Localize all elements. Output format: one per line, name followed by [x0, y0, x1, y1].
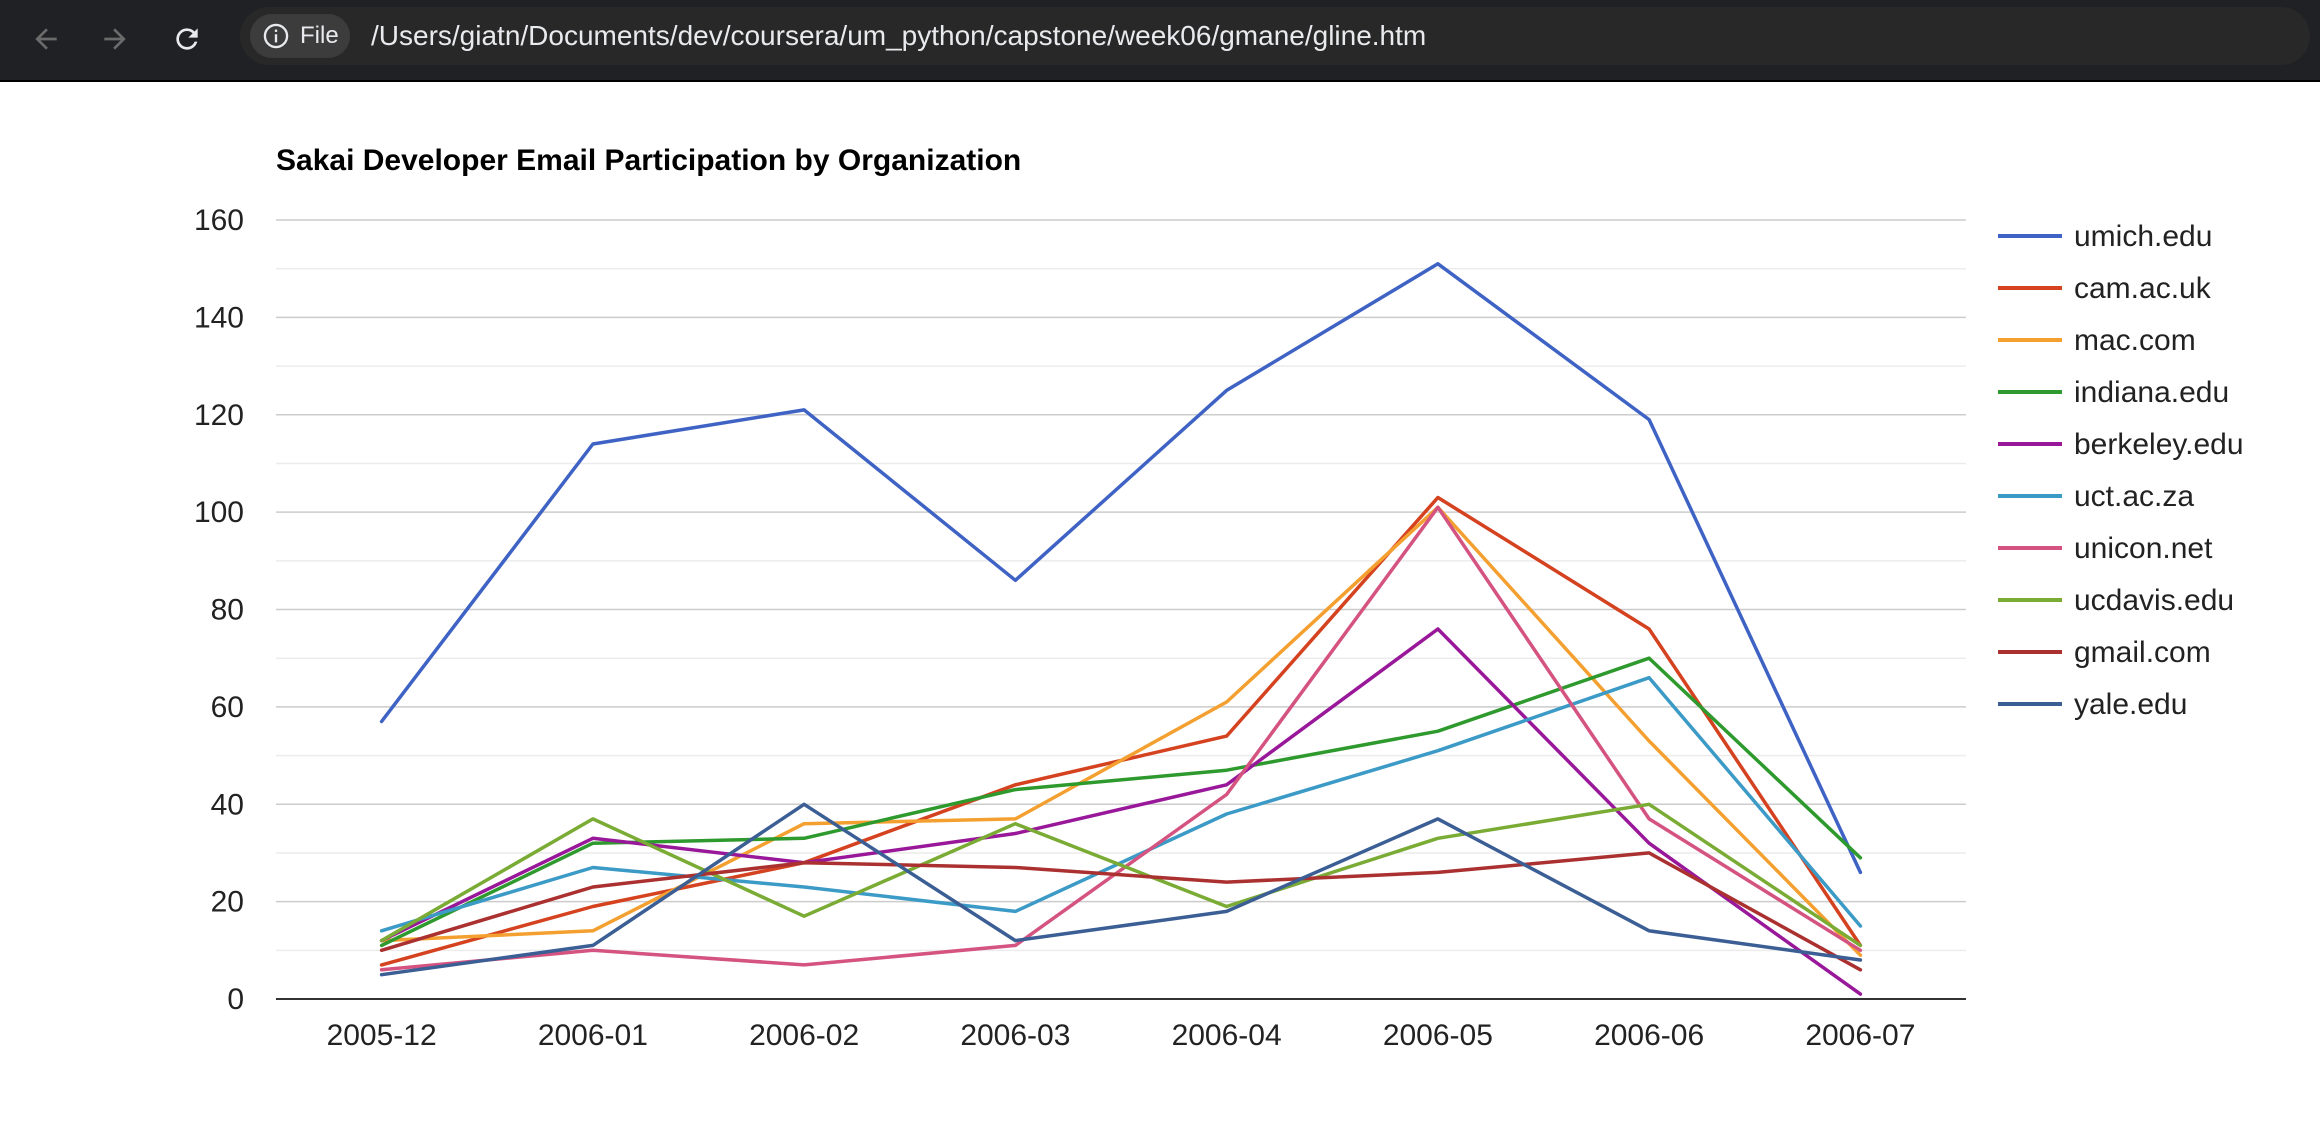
- back-button[interactable]: [20, 13, 72, 65]
- y-tick-label: 0: [227, 983, 244, 1016]
- legend-entry: berkeley.edu: [2074, 428, 2244, 461]
- y-tick-label: 140: [194, 301, 244, 334]
- line-chart: Sakai Developer Email Participation by O…: [194, 144, 2244, 1052]
- y-tick-label: 100: [194, 496, 244, 529]
- x-axis: 2005-12 2006-01 2006-02 2006-03 2006-04 2006-…: [327, 1019, 1916, 1052]
- y-tick-label: 20: [211, 886, 244, 919]
- series-line-ucdavis.edu: [379, 802, 1863, 948]
- x-tick-label: 2006-07: [1805, 1019, 1915, 1052]
- series-line-mac.com: [379, 505, 1863, 957]
- info-icon: [263, 23, 289, 49]
- y-axis: 0 20 40 60 80 100 120 140 160: [194, 204, 244, 1016]
- x-tick-label: 2006-03: [960, 1019, 1070, 1052]
- url-text[interactable]: /Users/giatn/Documents/dev/coursera/um_p…: [371, 20, 1427, 51]
- reload-icon: [176, 28, 198, 50]
- legend-entry: gmail.com: [2074, 636, 2211, 669]
- y-tick-label: 80: [211, 594, 244, 627]
- chip-label: File: [300, 22, 339, 49]
- x-tick-label: 2006-01: [538, 1019, 648, 1052]
- address-bar[interactable]: File /Users/giatn/Documents/dev/coursera…: [240, 7, 2310, 65]
- legend: umich.edu cam.ac.uk mac.com indiana.edu berk…: [1998, 220, 2244, 721]
- series-line-uct.ac.za: [379, 675, 1863, 933]
- legend-entry: yale.edu: [2074, 688, 2187, 721]
- y-tick-label: 40: [211, 788, 244, 821]
- y-tick-label: 120: [194, 399, 244, 432]
- y-tick-label: 60: [211, 691, 244, 724]
- x-tick-label: 2006-06: [1594, 1019, 1704, 1052]
- series-line-berkeley.edu: [379, 627, 1863, 996]
- y-tick-label: 160: [194, 204, 244, 237]
- legend-entry: uct.ac.za: [2074, 480, 2194, 513]
- grid: [276, 219, 1966, 1000]
- series-line-umich.edu: [379, 262, 1863, 875]
- site-info-chip[interactable]: File: [250, 14, 350, 58]
- legend-entry: mac.com: [2074, 324, 2196, 357]
- x-tick-label: 2005-12: [327, 1019, 437, 1052]
- legend-entry: unicon.net: [2074, 532, 2213, 565]
- legend-entry: indiana.edu: [2074, 376, 2229, 409]
- back-arrow-icon: [35, 28, 57, 50]
- reload-button[interactable]: [161, 13, 213, 65]
- series-line-yale.edu: [379, 802, 1863, 977]
- x-tick-label: 2006-02: [749, 1019, 859, 1052]
- series-lines: [379, 262, 1863, 996]
- chart-title: Sakai Developer Email Participation by O…: [276, 144, 1021, 177]
- legend-entry: ucdavis.edu: [2074, 584, 2234, 617]
- x-tick-label: 2006-04: [1172, 1019, 1282, 1052]
- legend-entry: umich.edu: [2074, 220, 2212, 253]
- legend-entry: cam.ac.uk: [2074, 272, 2212, 305]
- series-line-gmail.com: [379, 851, 1863, 972]
- forward-arrow-icon: [104, 28, 126, 50]
- forward-button[interactable]: [89, 13, 141, 65]
- browser-toolbar: File /Users/giatn/Documents/dev/coursera…: [0, 0, 2320, 82]
- x-tick-label: 2006-05: [1383, 1019, 1493, 1052]
- series-line-unicon.net: [379, 505, 1863, 972]
